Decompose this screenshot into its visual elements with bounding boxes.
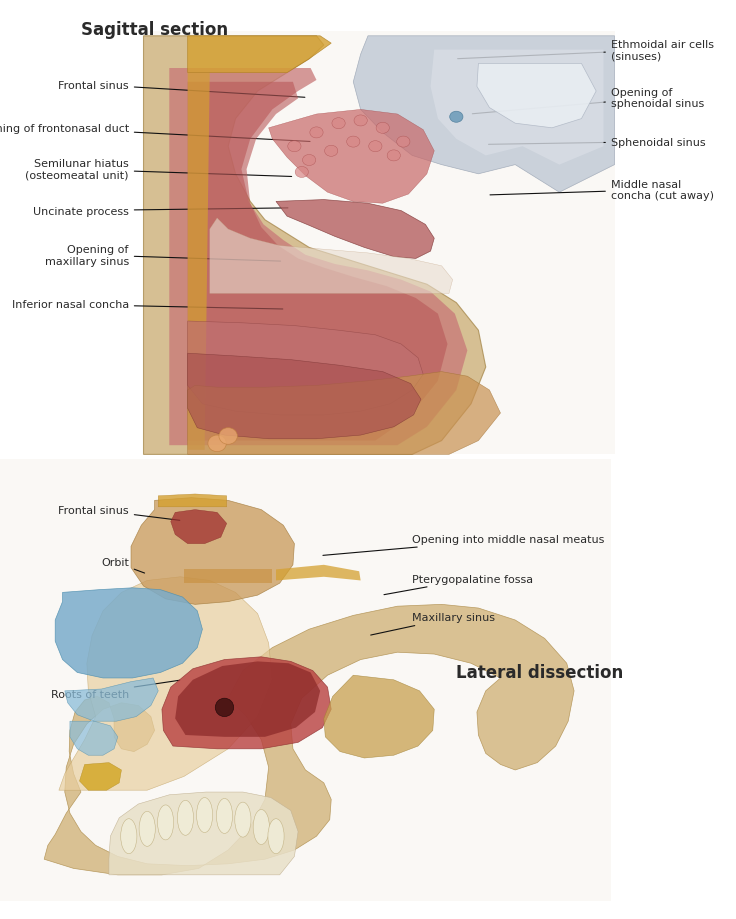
Ellipse shape xyxy=(295,167,308,178)
Text: Middle nasal
concha (cut away): Middle nasal concha (cut away) xyxy=(490,179,714,201)
Polygon shape xyxy=(324,675,434,758)
Text: Frontal sinus: Frontal sinus xyxy=(58,505,180,521)
Ellipse shape xyxy=(302,155,316,166)
Ellipse shape xyxy=(216,799,233,834)
Text: Orbit: Orbit xyxy=(101,558,144,573)
Text: Opening of
sphenoidal sinus: Opening of sphenoidal sinus xyxy=(473,87,704,115)
Ellipse shape xyxy=(268,819,284,854)
Polygon shape xyxy=(175,662,320,737)
Text: Pterygopalatine fossa: Pterygopalatine fossa xyxy=(384,574,534,595)
Ellipse shape xyxy=(376,123,389,134)
Text: Opening of frontonasal duct: Opening of frontonasal duct xyxy=(0,124,310,142)
Polygon shape xyxy=(188,322,423,415)
Text: Opening into middle nasal meatus: Opening into middle nasal meatus xyxy=(323,535,604,556)
Polygon shape xyxy=(188,83,447,441)
Text: Roots of teeth: Roots of teeth xyxy=(51,680,180,698)
Polygon shape xyxy=(109,792,298,875)
Text: Opening of
maxillary sinus: Opening of maxillary sinus xyxy=(45,244,280,267)
Text: Semilunar hiatus
(osteomeatal unit): Semilunar hiatus (osteomeatal unit) xyxy=(25,159,291,181)
Polygon shape xyxy=(0,460,611,901)
Ellipse shape xyxy=(450,112,463,123)
Ellipse shape xyxy=(369,142,382,153)
Ellipse shape xyxy=(332,119,345,130)
Ellipse shape xyxy=(253,810,269,845)
Ellipse shape xyxy=(325,146,338,157)
Polygon shape xyxy=(171,510,227,544)
Ellipse shape xyxy=(354,116,367,127)
Ellipse shape xyxy=(158,805,174,840)
Polygon shape xyxy=(269,110,434,204)
Polygon shape xyxy=(162,657,331,749)
Text: Maxillary sinus: Maxillary sinus xyxy=(371,613,495,635)
Ellipse shape xyxy=(235,802,251,837)
Text: Frontal sinus: Frontal sinus xyxy=(58,81,305,98)
Polygon shape xyxy=(70,721,118,755)
Text: Lateral dissection: Lateral dissection xyxy=(456,664,623,682)
Ellipse shape xyxy=(387,151,400,162)
Ellipse shape xyxy=(197,798,213,833)
Text: Inferior nasal concha: Inferior nasal concha xyxy=(12,301,283,310)
Polygon shape xyxy=(55,588,202,678)
Polygon shape xyxy=(431,51,604,165)
Polygon shape xyxy=(169,69,467,446)
Polygon shape xyxy=(131,498,294,605)
Polygon shape xyxy=(210,219,453,294)
Ellipse shape xyxy=(208,436,226,452)
Ellipse shape xyxy=(177,800,194,835)
Polygon shape xyxy=(188,74,210,450)
Ellipse shape xyxy=(310,128,323,139)
Polygon shape xyxy=(65,678,158,721)
Polygon shape xyxy=(276,200,434,259)
Polygon shape xyxy=(188,372,500,455)
Polygon shape xyxy=(353,37,615,193)
Text: Uncinate process: Uncinate process xyxy=(33,207,288,216)
Polygon shape xyxy=(144,32,615,455)
Polygon shape xyxy=(44,605,574,875)
Polygon shape xyxy=(477,64,596,129)
Ellipse shape xyxy=(397,137,410,148)
Polygon shape xyxy=(79,763,121,790)
Ellipse shape xyxy=(288,142,301,153)
Polygon shape xyxy=(144,37,486,455)
Text: Ethmoidal air cells
(sinuses): Ethmoidal air cells (sinuses) xyxy=(458,40,714,62)
Text: Sphenoidal sinus: Sphenoidal sinus xyxy=(489,138,706,147)
Ellipse shape xyxy=(215,698,233,717)
Polygon shape xyxy=(184,570,272,584)
Ellipse shape xyxy=(347,137,360,148)
Ellipse shape xyxy=(139,811,155,846)
Polygon shape xyxy=(188,37,331,74)
Polygon shape xyxy=(188,354,421,439)
Text: Sagittal section: Sagittal section xyxy=(81,21,228,40)
Polygon shape xyxy=(158,494,227,507)
Polygon shape xyxy=(276,565,361,581)
Polygon shape xyxy=(59,577,272,790)
Ellipse shape xyxy=(219,428,237,445)
Ellipse shape xyxy=(121,819,137,854)
